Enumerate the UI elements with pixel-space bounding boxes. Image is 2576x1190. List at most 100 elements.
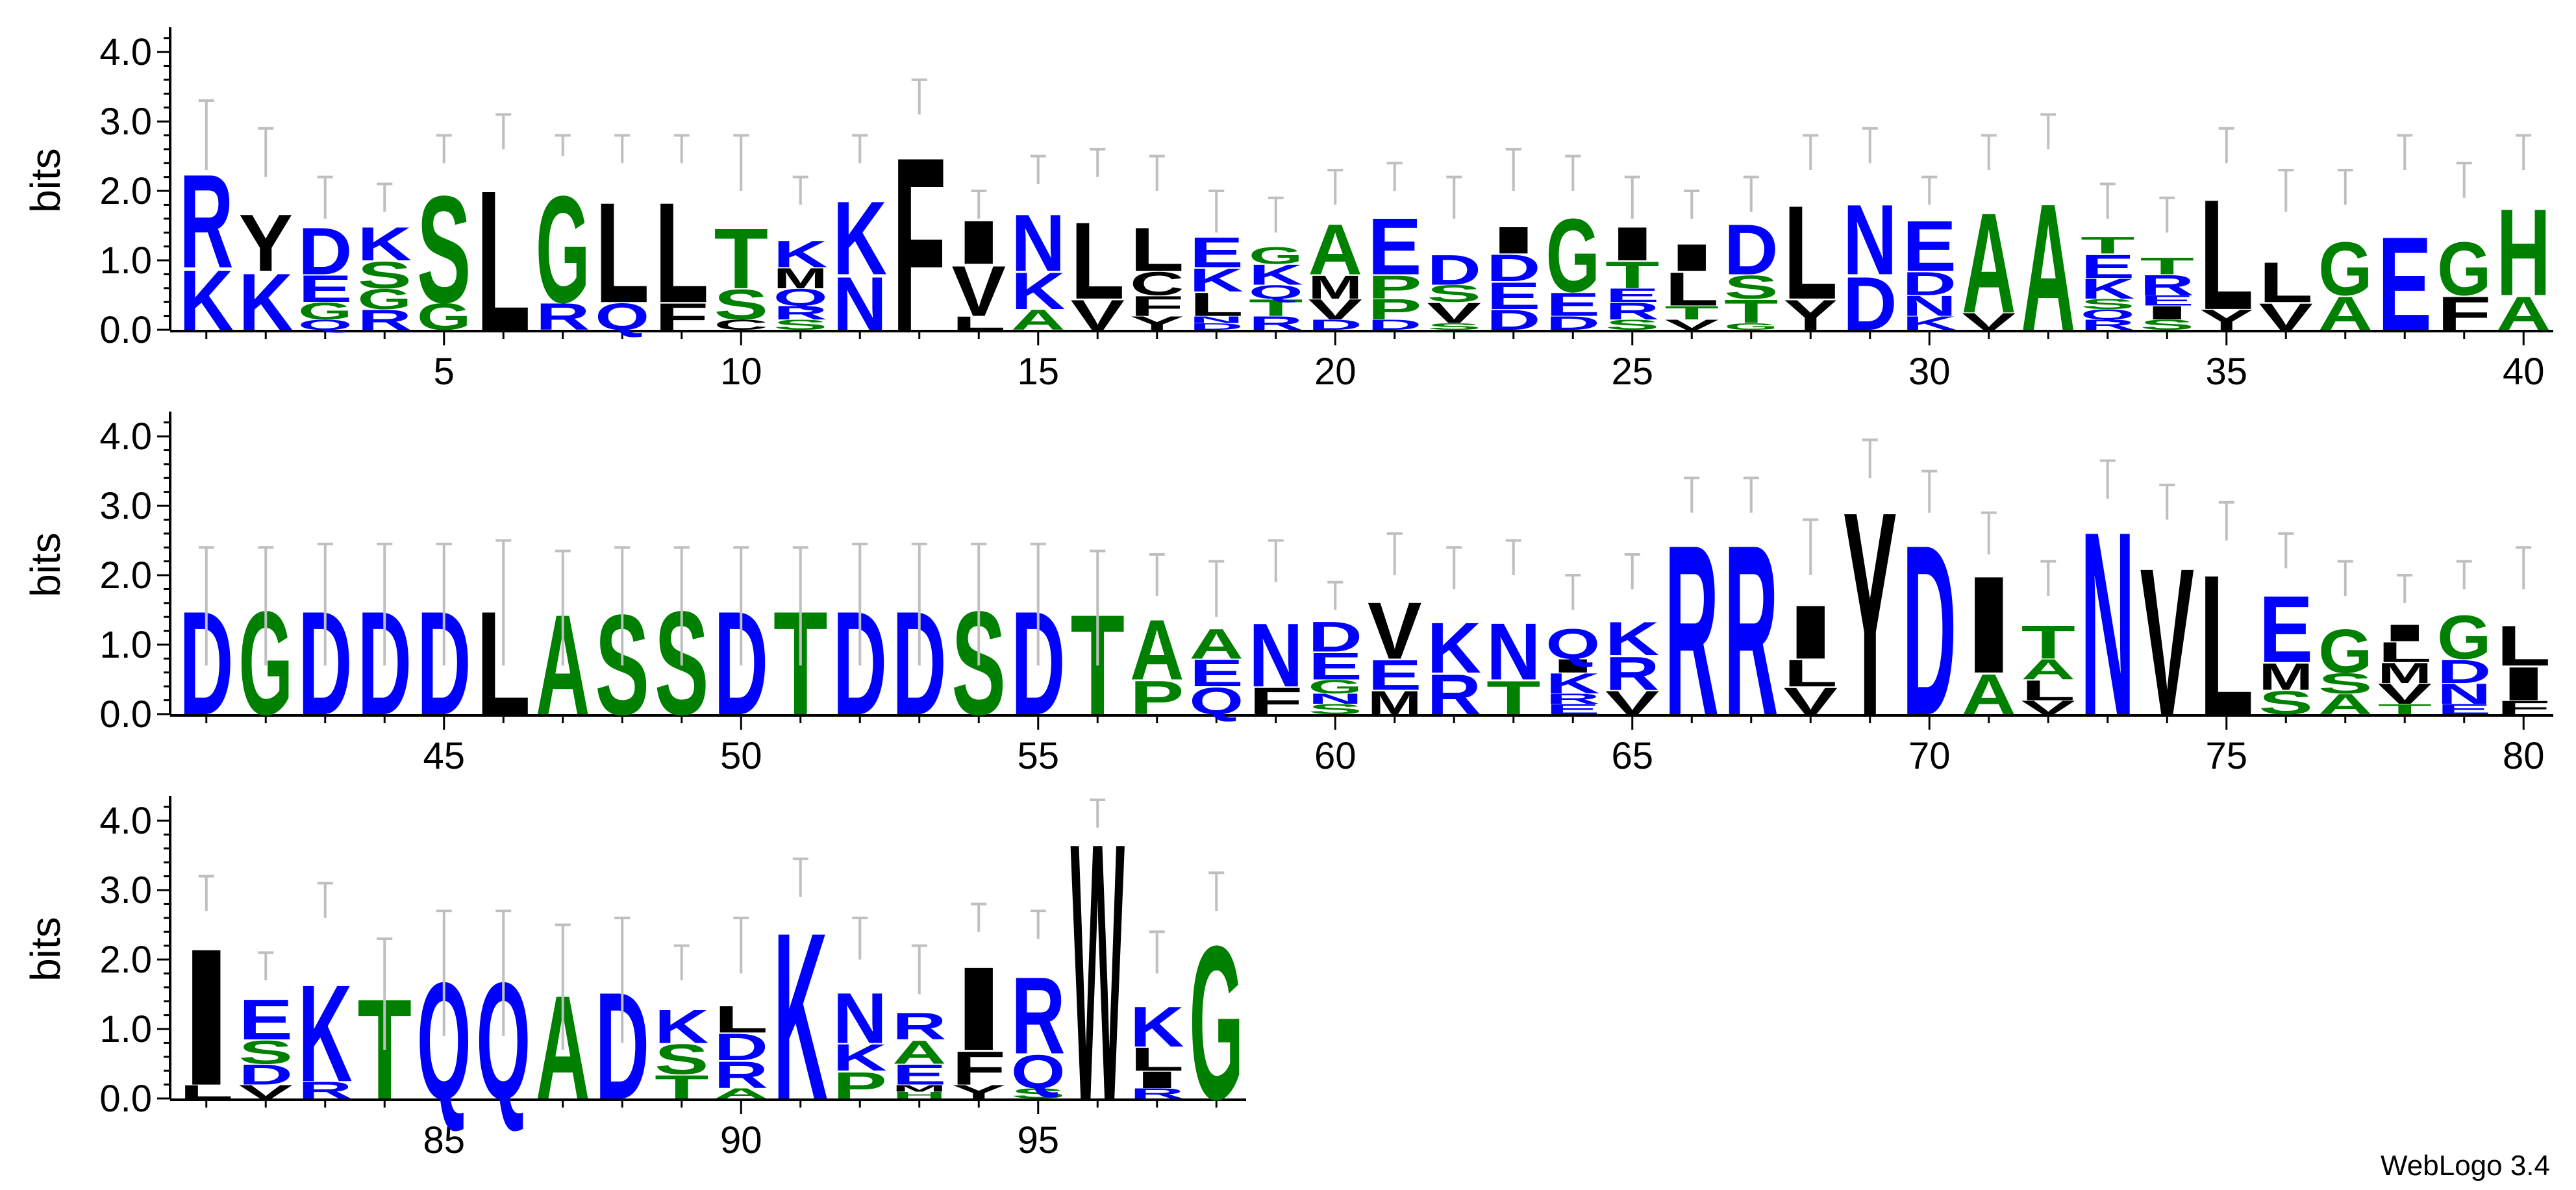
logo-column-52: D [833,542,887,746]
logo-letter: G [1190,900,1244,1145]
logo-letter: S [773,317,828,333]
logo-letter: K [833,180,888,297]
logo-letter: E [1903,207,1957,286]
logo-column-49: S [655,546,709,746]
logo-letter: D [1486,304,1541,336]
y-tick-label: 1.0 [99,1008,152,1050]
logo-letter: V [952,252,1007,331]
logo-column-95: SQR [1011,910,1066,1102]
logo-letter: L [1130,1041,1184,1078]
logo-letter: D [1903,265,1957,303]
logo-letter: K [1190,262,1244,299]
logo-letter: R [179,147,234,296]
logo-letter: S [358,254,412,297]
logo-letter: L [655,173,709,333]
logo-column-53: D [892,542,947,746]
logo-column-39: FG [2437,162,2492,340]
logo-letter: L [2497,614,2551,678]
logo-letter: D [1368,317,1422,333]
logo-letter: V [1784,680,1838,723]
logo-letter: R [1665,495,1719,767]
logo-letter: E [298,268,353,310]
logo-column-76: SME [2259,532,2314,721]
logo-letter: I [1605,217,1660,271]
logo-letter: D [1190,321,1244,332]
y-tick-label: 3.0 [99,485,152,527]
y-tick-label: 4.0 [99,415,152,458]
logo-letter: P [1368,294,1422,326]
logo-column-81: LI [179,874,234,1126]
logo-column-70: D [1903,469,1957,767]
logo-letter: D [1903,495,1957,767]
logo-letter: E [1368,201,1422,291]
logo-column-14: LVI [952,190,1007,334]
logo-letter: E [1605,285,1660,306]
y-tick-label: 3.0 [99,101,152,143]
logo-column-41: D [179,546,234,746]
y-tick-label: 0.0 [99,1078,152,1120]
logo-letter: V [2378,678,2432,710]
logo-letter: M [1368,684,1422,721]
logo-letter: S [2259,684,2314,721]
logo-letter: A [1190,619,1244,667]
logo-letter: S [1308,701,1363,717]
x-tick-label: 35 [2205,351,2247,393]
x-tick-label: 65 [1611,735,1653,777]
logo-column-32: A [2021,113,2075,369]
logo-letter: V [239,1081,294,1102]
logo-letter: R [536,296,590,338]
logo-column-15: AKN [1011,155,1066,336]
logo-column-86: Q [477,910,531,1134]
y-tick-label: 4.0 [99,800,152,842]
logo-letter: G [298,298,353,325]
logo-letter: A [1308,210,1363,290]
logo-letter: K [1546,668,1601,700]
logo-letter: D [1843,261,1897,346]
logo-column-24: DEG [1546,155,1600,334]
logo-letter: K [833,1037,888,1079]
logo-column-75: L [2199,501,2254,757]
logo-letter: L [952,312,1007,334]
logo-letter: F [952,1042,1007,1095]
logo-letter: A [892,1034,947,1071]
logo-letter: A [2318,287,2373,340]
x-tick-label: 30 [1908,351,1951,393]
logo-column-1: KR [179,99,234,348]
logo-letter: E [2140,293,2195,309]
logo-letter: V [1962,308,2016,335]
logo-column-62: RK [1427,546,1482,726]
logo-letter: V [1368,586,1422,676]
logo-letter: V [1071,291,1125,339]
logo-letter: I [179,908,234,1126]
logo-letter: M [2378,658,2432,689]
logo-letter: N [1843,183,1897,295]
x-tick-label: 25 [1611,351,1653,393]
logo-letter: P [833,1065,888,1107]
logo-column-36: VL [2259,168,2313,338]
logo-letter: I [1665,237,1719,279]
logo-letter: K [1249,259,1303,291]
logo-column-89: TSK [655,944,709,1106]
logo-letter: V [1308,294,1363,326]
logo-column-57: PA [1130,552,1184,725]
logo-letter: E [1368,651,1422,699]
logo-letter: T [2081,232,2135,258]
logo-letter: A [1130,602,1184,698]
logo-letter: Y [952,1081,1007,1102]
logo-letter: K [358,217,412,271]
logo-letter: L [1130,215,1184,284]
logo-letter: T [2140,253,2195,279]
logo-letter: R [1427,663,1482,726]
logo-letter: V [2140,525,2195,759]
logo-column-83: RK [298,882,353,1111]
logo-letter: Q [298,317,353,333]
